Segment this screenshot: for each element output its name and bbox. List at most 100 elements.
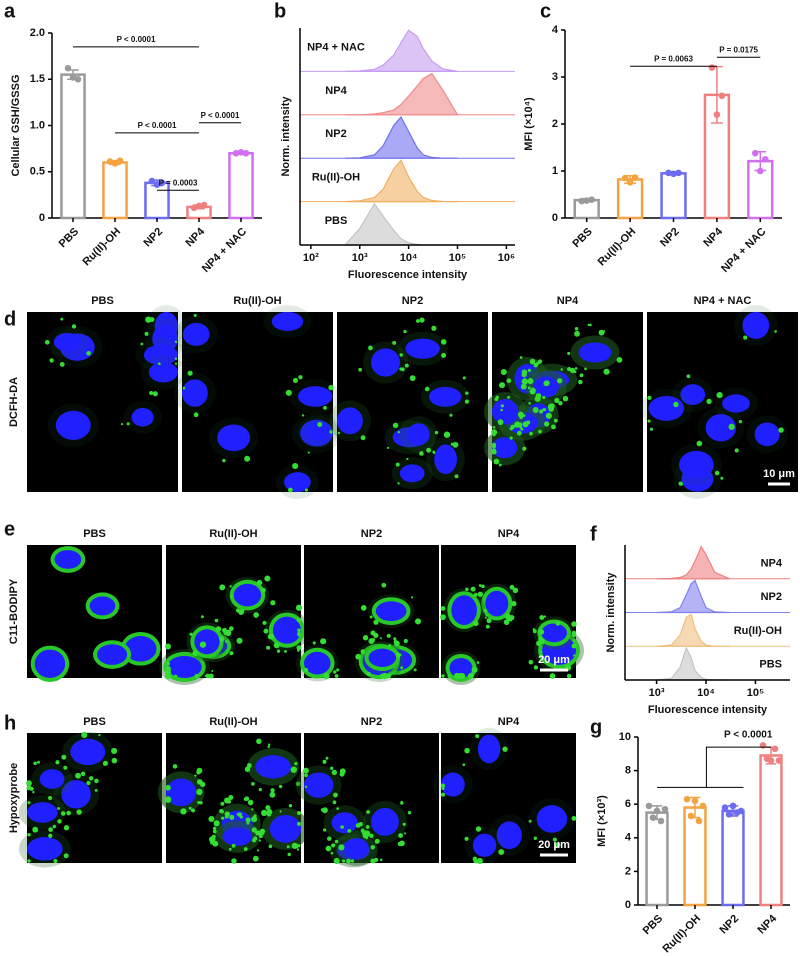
significance-label: P < 0.0001 — [138, 121, 177, 130]
green-signal — [304, 773, 308, 778]
green-signal — [516, 430, 522, 436]
nucleus — [429, 386, 462, 407]
green-signal — [555, 620, 561, 626]
green-signal — [517, 411, 524, 418]
significance-label: P < 0.0001 — [201, 111, 240, 120]
y-tick-label: 0.5 — [30, 166, 45, 178]
green-signal — [426, 447, 432, 453]
green-signal — [189, 632, 193, 636]
green-signal — [454, 474, 459, 479]
green-signal — [98, 733, 101, 737]
green-signal — [393, 639, 398, 644]
green-signal — [473, 620, 479, 626]
nucleus — [53, 332, 81, 352]
green-signal — [336, 807, 339, 810]
green-signal — [284, 649, 287, 653]
series-label: NP4 — [761, 557, 783, 569]
nucleus — [124, 636, 157, 662]
green-signal — [571, 643, 577, 649]
green-signal — [332, 800, 337, 805]
ridge-area — [656, 613, 730, 647]
green-signal — [370, 845, 376, 850]
green-signal — [397, 430, 400, 434]
green-signal — [358, 367, 363, 372]
series-label: NP4 — [325, 85, 347, 97]
green-signal — [502, 746, 508, 752]
green-signal — [475, 734, 480, 739]
green-signal — [174, 362, 178, 365]
green-signal — [706, 398, 712, 405]
green-signal — [450, 442, 454, 446]
green-signal — [440, 792, 446, 797]
green-signal — [333, 792, 338, 798]
green-signal — [210, 840, 214, 845]
green-signal — [371, 858, 376, 864]
column-title: PBS — [83, 528, 106, 540]
panel-letter: f — [590, 523, 597, 545]
green-signal — [386, 633, 391, 638]
data-point — [631, 174, 639, 181]
green-signal — [578, 379, 583, 385]
green-signal — [522, 373, 525, 376]
green-signal — [192, 650, 198, 657]
bar — [759, 754, 783, 907]
green-signal — [574, 326, 579, 331]
green-signal — [527, 386, 531, 390]
green-signal — [492, 444, 496, 449]
x-tick-label: NP4 + NAC — [200, 226, 249, 275]
x-tick-label: 10⁴ — [697, 687, 715, 699]
green-signal — [26, 780, 32, 787]
green-signal — [236, 637, 243, 644]
data-point — [767, 757, 775, 764]
data-point — [64, 64, 72, 72]
green-signal — [411, 596, 414, 599]
y-tick-label: 3 — [552, 71, 558, 83]
green-signal — [326, 836, 332, 841]
data-point — [737, 807, 745, 815]
green-signal — [27, 801, 31, 805]
green-signal — [219, 636, 225, 642]
column-title: Ru(II)-OH — [209, 716, 257, 728]
data-point — [195, 202, 203, 210]
green-signal — [268, 844, 273, 849]
green-signal — [88, 776, 94, 781]
green-signal — [360, 435, 366, 441]
nucleus — [679, 450, 714, 479]
data-point — [242, 149, 250, 157]
panel-letter: h — [4, 712, 16, 734]
green-signal — [71, 324, 77, 329]
green-signal — [678, 481, 683, 486]
green-signal — [360, 604, 367, 611]
green-signal — [288, 487, 293, 493]
green-signal — [400, 666, 404, 670]
green-signal — [187, 370, 193, 376]
y-tick-label: 0 — [552, 212, 558, 224]
green-signal — [76, 809, 82, 815]
green-signal — [194, 674, 199, 678]
green-signal — [260, 809, 268, 817]
green-signal — [288, 803, 293, 808]
data-point — [578, 197, 585, 205]
column-title: NP4 — [557, 295, 579, 307]
green-signal — [334, 839, 339, 844]
panel-letter: e — [4, 518, 15, 540]
x-tick-label: NP4 — [184, 225, 208, 249]
green-signal — [63, 825, 70, 831]
data-point — [583, 197, 590, 204]
green-signal — [522, 421, 529, 428]
data-point — [653, 807, 661, 815]
green-signal — [547, 403, 554, 410]
green-signal — [392, 422, 399, 429]
column-title: NP2 — [402, 295, 423, 307]
nucleus — [449, 657, 473, 678]
nucleus — [541, 623, 567, 643]
green-signal — [462, 763, 466, 767]
green-signal — [229, 651, 234, 656]
green-signal — [598, 329, 605, 336]
green-signal — [395, 652, 401, 658]
green-signal — [279, 810, 282, 813]
column-title: PBS — [83, 716, 106, 728]
green-signal — [647, 395, 652, 400]
green-signal — [63, 765, 68, 770]
nucleus — [217, 424, 251, 452]
